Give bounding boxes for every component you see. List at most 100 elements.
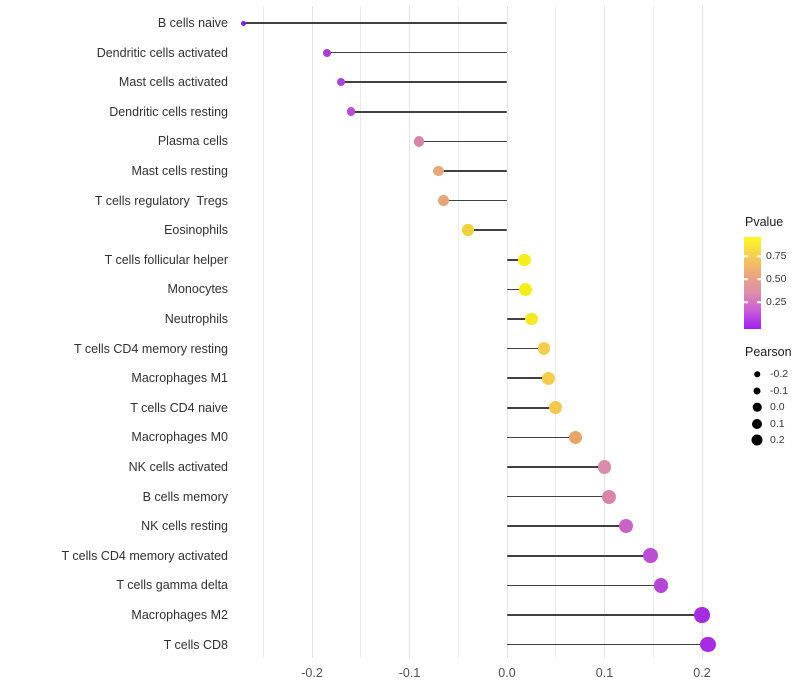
y-axis-label: Macrophages M2 (131, 608, 228, 622)
lollipop-stem (326, 51, 507, 54)
y-axis-label: Monocytes (167, 282, 228, 297)
colorbar-tick-label: 0.25 (766, 296, 787, 309)
lollipop-stem (507, 288, 526, 291)
lollipop-stem (507, 318, 532, 320)
y-axis-label: T cells CD4 naive (130, 400, 228, 415)
data-point (525, 312, 538, 326)
pearson-legend-label: 0.2 (770, 434, 785, 446)
pearson-legend-dot (752, 418, 762, 429)
gridline-x-0.20 (701, 6, 703, 658)
plot-panel (236, 6, 736, 658)
data-point (597, 460, 612, 474)
data-point (519, 283, 532, 296)
y-axis-label: Mast cells activated (118, 75, 228, 90)
data-point (602, 489, 617, 504)
data-point (642, 548, 658, 564)
x-axis-tick-label: -0.1 (398, 666, 421, 680)
lollipop-stem (419, 140, 507, 143)
data-point (414, 136, 425, 147)
y-axis-label: Neutrophils (164, 312, 228, 326)
lollipop-stem (341, 81, 507, 83)
lollipop-stem (468, 229, 507, 231)
pearson-legend-dot (751, 434, 763, 446)
lollipop-stem (507, 584, 662, 587)
y-axis-label: Mast cells resting (131, 164, 228, 178)
data-point (322, 48, 331, 57)
lollipop-stem (507, 643, 708, 646)
pvalue-color-legend: Pvalue 0.75 0.50 0.25 (744, 215, 798, 329)
lollipop-stem (243, 22, 507, 24)
y-axis-labels: B cells naive Dendritic cells activated Ma… (0, 6, 229, 658)
pearson-legend-rows: -0.2 -0.1 0.0 0.1 0.2 (744, 365, 800, 465)
pearson-legend-label: 0.1 (770, 417, 785, 430)
gridline-x--0.25 (262, 6, 264, 658)
y-axis-label: T cells CD4 memory activated (61, 548, 229, 563)
data-point (518, 253, 531, 267)
colorbar-tick (757, 301, 761, 304)
lollipop-stem (507, 555, 651, 557)
colorbar-tick (757, 255, 761, 258)
pvalue-legend-title: Pvalue (745, 215, 784, 229)
lollipop-stem (507, 525, 626, 527)
pearson-legend-title: Pearson (745, 345, 792, 359)
data-point (337, 77, 346, 87)
x-axis: -0.2 -0.1 0.0 0.1 0.2 (236, 660, 736, 684)
colorbar-tick-label: 0.75 (766, 250, 787, 263)
gridline-x-0.05 (555, 6, 557, 658)
gridline-x--0.15 (360, 6, 362, 658)
data-point (438, 195, 450, 207)
y-axis-label: NK cells resting (141, 519, 228, 534)
pearson-legend-dot (752, 402, 762, 412)
pearson-legend-label: -0.1 (770, 384, 789, 397)
y-axis-label: T cells CD4 memory resting (74, 341, 228, 356)
lollipop-stem (507, 377, 549, 379)
gridline-x--0.00 (506, 6, 508, 658)
y-axis-label: B cells naive (157, 16, 228, 30)
data-point (346, 107, 356, 117)
pvalue-colorbar (744, 237, 761, 329)
pearson-legend-label: -0.2 (770, 368, 789, 380)
y-axis-label: Macrophages M1 (131, 371, 228, 386)
gridline-x-0.15 (652, 6, 654, 658)
y-axis-label: T cells regulatory Tregs (94, 193, 228, 208)
y-axis-label: T cells gamma delta (116, 578, 228, 593)
lollipop-stem (507, 614, 702, 616)
lollipop-stem (438, 170, 507, 172)
x-axis-tick-label: 0.0 (498, 666, 516, 680)
data-point (653, 577, 669, 593)
lollipop-stem (507, 436, 576, 439)
y-axis-label: Macrophages M0 (131, 430, 228, 445)
data-point (549, 401, 563, 415)
pearson-legend-dot (754, 371, 760, 377)
pearson-legend-label: 0.0 (770, 401, 785, 413)
colorbar-tick (744, 301, 748, 304)
y-axis-label: Dendritic cells resting (109, 104, 228, 119)
y-axis-label: Eosinophils (164, 223, 228, 238)
data-point (241, 20, 247, 26)
data-point (694, 607, 710, 623)
lollipop-stem (507, 407, 556, 409)
data-point (700, 636, 716, 653)
gridline-x--0.10 (409, 6, 410, 658)
colorbar-tick (744, 278, 748, 281)
pvalue-colorbar-wrap: 0.75 0.50 0.25 (744, 237, 786, 329)
pearson-legend-dot (753, 387, 761, 394)
gridline-x--0.20 (311, 6, 313, 658)
gridline-x--0.05 (457, 6, 459, 658)
x-axis-tick-label: 0.2 (693, 666, 711, 680)
y-axis-label: B cells memory (142, 489, 228, 504)
pearson-size-legend: Pearson -0.2 -0.1 0.0 0.1 0.2 (744, 345, 800, 465)
data-point (568, 430, 582, 445)
colorbar-tick-label: 0.50 (766, 273, 787, 286)
lollipop-stem (443, 199, 507, 202)
gridline-x-0.10 (604, 6, 605, 658)
lollipop-stem (507, 466, 605, 468)
y-axis-label: NK cells activated (128, 460, 228, 474)
y-axis-label: Plasma cells (157, 134, 228, 149)
x-axis-tick-label: -0.2 (301, 666, 323, 680)
lollipop-stem (507, 495, 610, 498)
lollipop-stem (507, 347, 545, 350)
y-axis-label: T cells follicular helper (104, 252, 228, 267)
colorbar-tick (757, 278, 761, 281)
